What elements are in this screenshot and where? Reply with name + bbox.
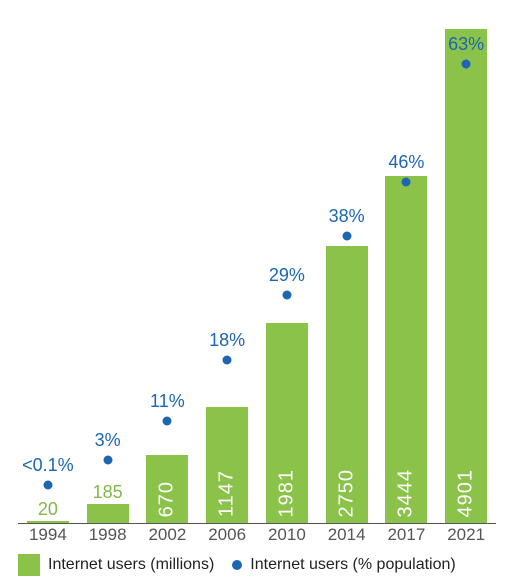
percent-label: 29% bbox=[269, 265, 305, 286]
percent-dot bbox=[163, 417, 172, 426]
percent-dot bbox=[462, 59, 471, 68]
bar-value-label: 3444 bbox=[395, 469, 418, 518]
bar: 1981 bbox=[266, 323, 308, 523]
bar: 1147 bbox=[206, 407, 248, 523]
legend-label-bars: Internet users (millions) bbox=[48, 556, 214, 574]
bar: 3444 bbox=[385, 176, 427, 523]
percent-label: 11% bbox=[150, 391, 185, 412]
bar-value-label: 20 bbox=[38, 499, 58, 520]
percent-dot bbox=[103, 455, 112, 464]
percent-label: 38% bbox=[329, 206, 365, 227]
internet-users-chart: 20 <0.1% 1994 185 3% 1998 670 11% 2002 1147 18% 200… bbox=[0, 0, 514, 584]
x-tick-label: 2006 bbox=[208, 525, 246, 545]
percent-dot bbox=[342, 232, 351, 241]
bar: 670 bbox=[146, 455, 188, 523]
bar-value-label: 1147 bbox=[216, 470, 239, 517]
bar-value-label: 4901 bbox=[455, 469, 478, 518]
legend-swatch-bar bbox=[18, 554, 40, 576]
bar-value-label: 2750 bbox=[335, 469, 358, 518]
bar: 20 bbox=[27, 521, 69, 523]
x-tick-label: 2014 bbox=[328, 525, 366, 545]
x-tick-label: 1998 bbox=[89, 525, 127, 545]
x-tick-label: 2021 bbox=[447, 525, 485, 545]
legend: Internet users (millions) Internet users… bbox=[18, 554, 456, 576]
percent-dot bbox=[282, 291, 291, 300]
legend-swatch-dot bbox=[232, 560, 242, 570]
percent-label: 18% bbox=[209, 330, 245, 351]
bar: 185 bbox=[87, 504, 129, 523]
percent-label: 46% bbox=[388, 152, 424, 173]
percent-label: 3% bbox=[95, 430, 121, 451]
percent-label: <0.1% bbox=[22, 455, 74, 476]
bar-value-label: 1981 bbox=[275, 469, 298, 518]
percent-dot bbox=[223, 355, 232, 364]
x-tick-label: 2010 bbox=[268, 525, 306, 545]
percent-dot bbox=[43, 481, 52, 490]
percent-dot bbox=[402, 178, 411, 187]
x-tick-label: 2017 bbox=[387, 525, 425, 545]
legend-label-dots: Internet users (% population) bbox=[250, 556, 455, 574]
bar-value-label: 185 bbox=[93, 482, 123, 503]
bar: 2750 bbox=[326, 246, 368, 523]
plot-area: 20<0.1%19941853%199867011%2002114718%200… bbox=[18, 10, 496, 524]
x-tick-label: 2002 bbox=[148, 525, 186, 545]
percent-label: 63% bbox=[448, 34, 484, 55]
bar-value-label: 670 bbox=[156, 481, 179, 517]
x-tick-label: 1994 bbox=[29, 525, 67, 545]
bar: 4901 bbox=[445, 29, 487, 523]
